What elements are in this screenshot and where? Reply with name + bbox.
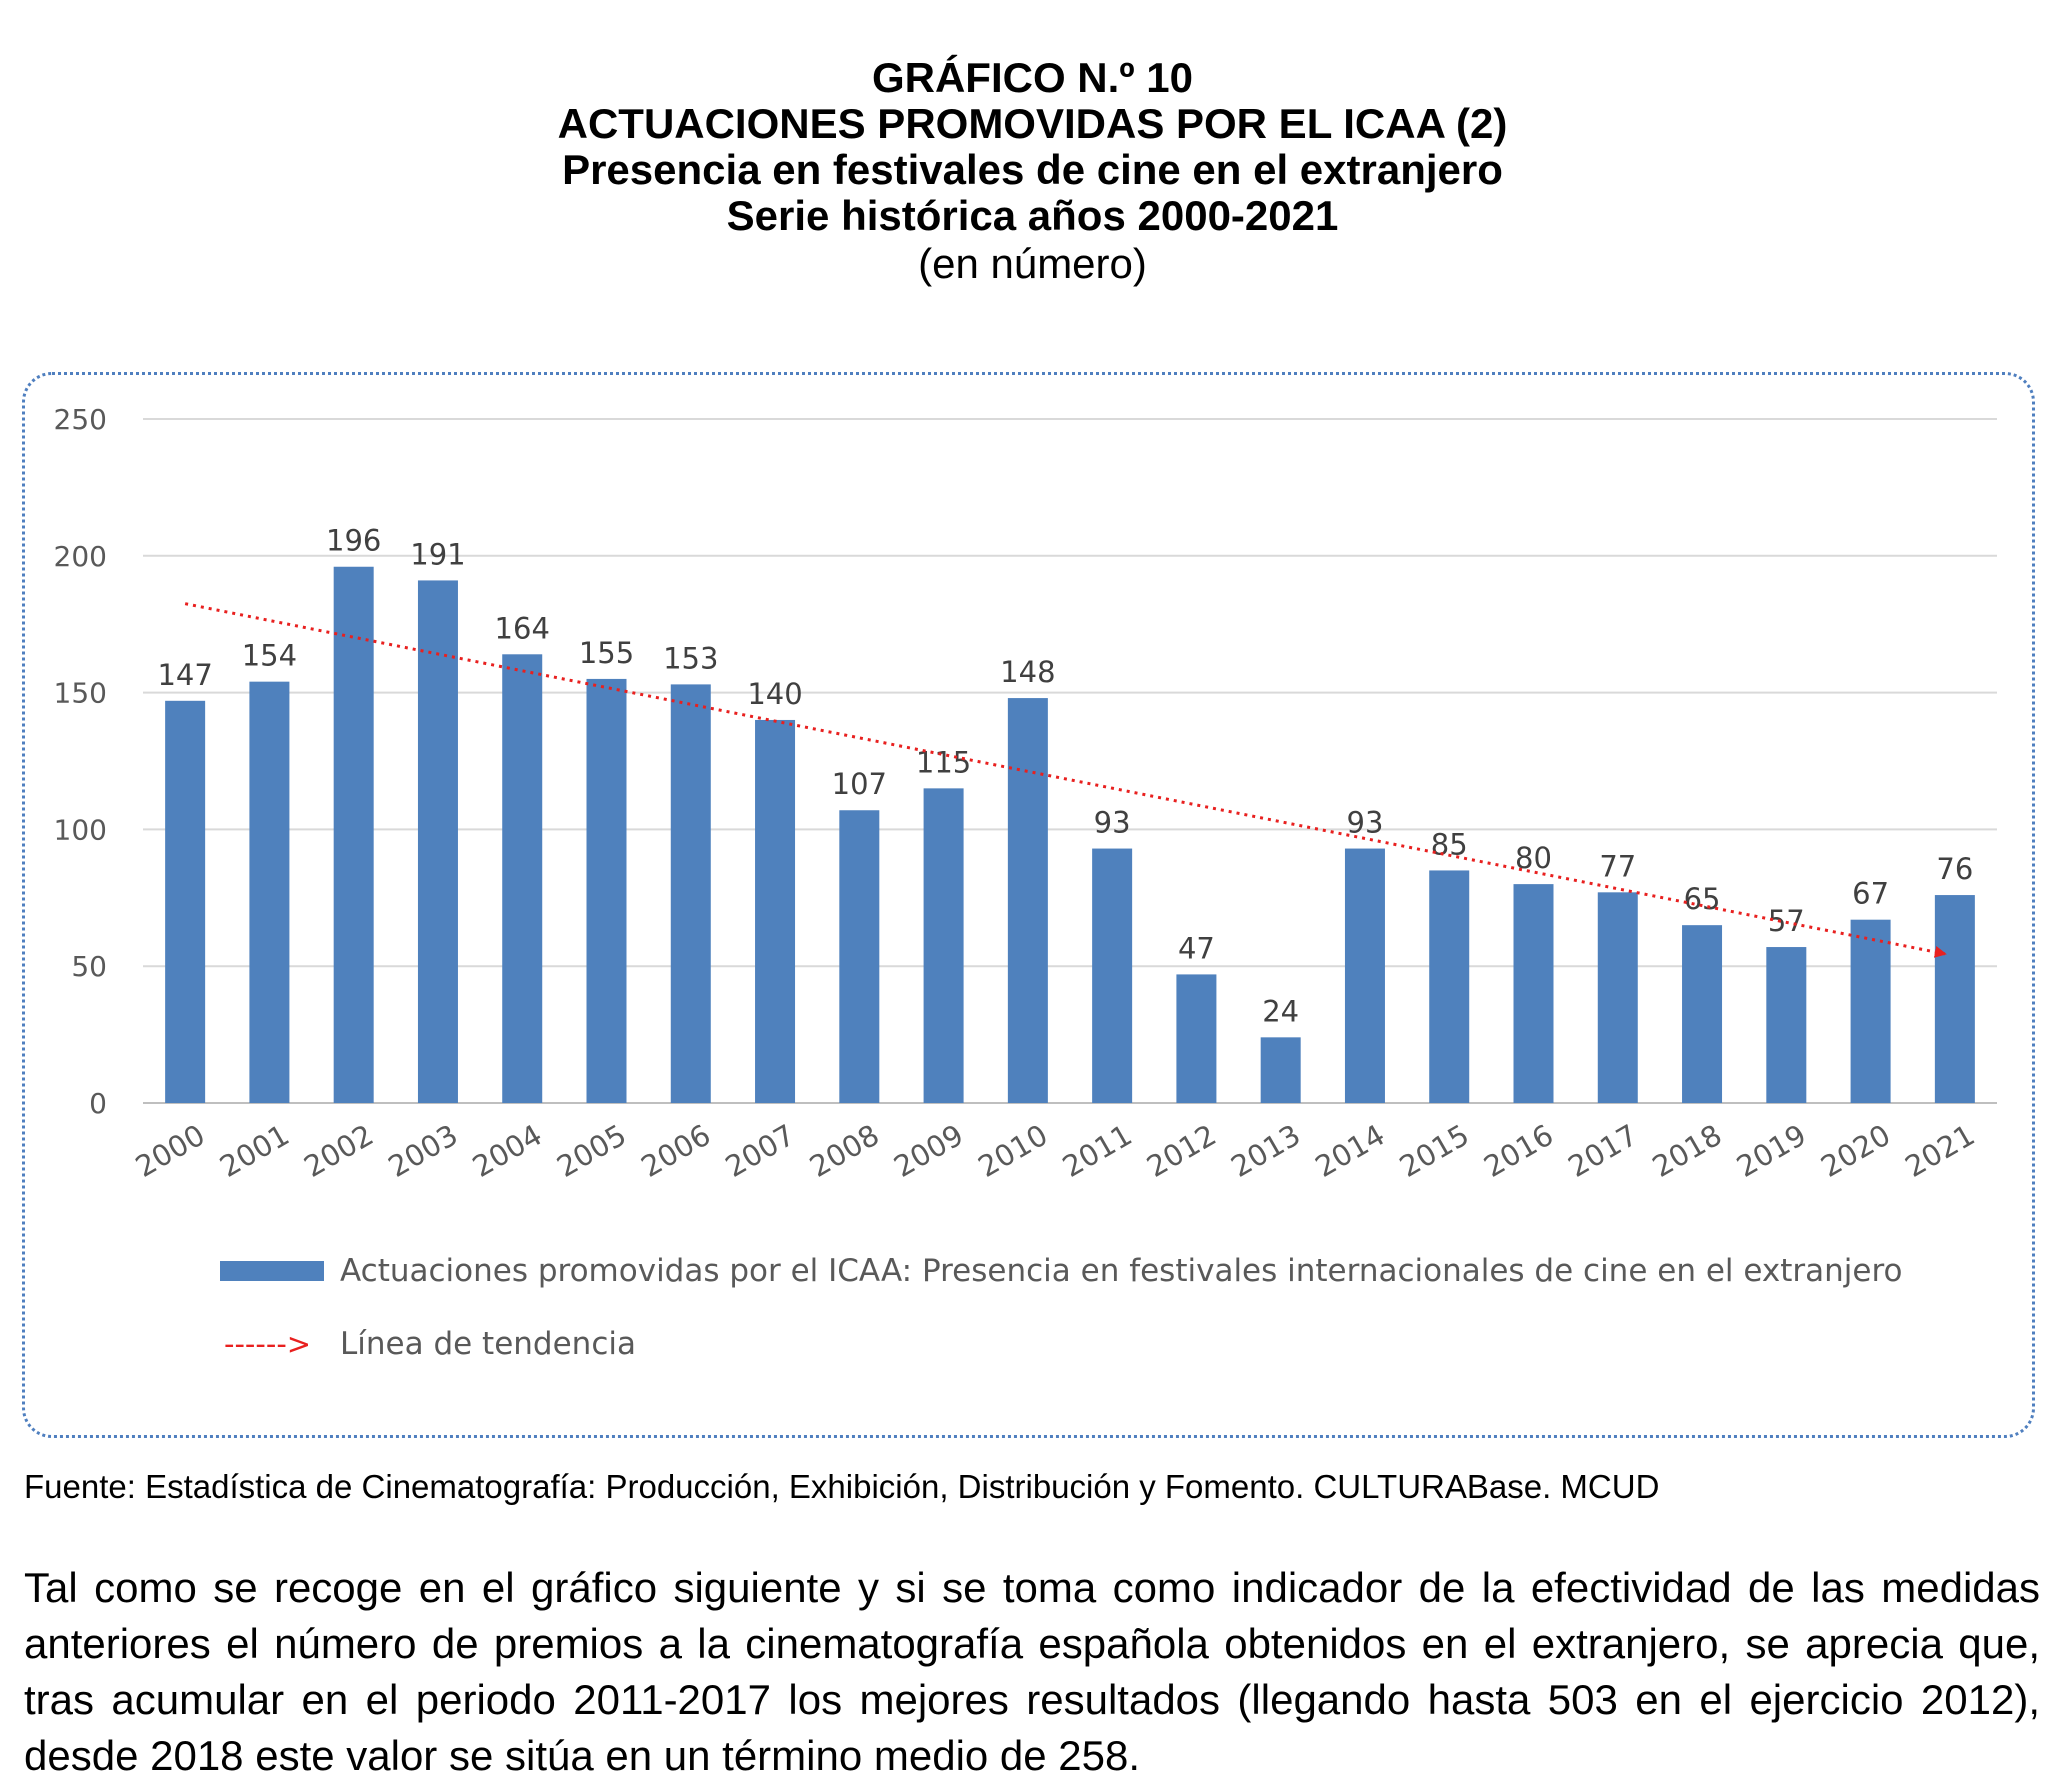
legend-swatch-trend: ------> xyxy=(224,1327,311,1361)
bar xyxy=(1513,884,1554,1103)
x-tick-label: 2004 xyxy=(467,1118,548,1184)
data-label: 153 xyxy=(663,641,718,675)
bar xyxy=(1597,892,1638,1103)
bars xyxy=(165,566,1975,1103)
data-label: 107 xyxy=(832,767,887,801)
x-tick-label: 2002 xyxy=(298,1118,379,1184)
data-label: 147 xyxy=(157,658,212,692)
chart-titles: GRÁFICO N.º 10 ACTUACIONES PROMOVIDAS PO… xyxy=(0,55,2065,289)
y-tick-label: 0 xyxy=(89,1087,107,1120)
chart-subtitle: Presencia en festivales de cine en el ex… xyxy=(562,146,1503,193)
bar xyxy=(333,566,374,1103)
bar xyxy=(249,681,290,1103)
legend-label-trend: Línea de tendencia xyxy=(340,1326,636,1362)
data-label: 164 xyxy=(495,611,550,645)
x-tick-label: 2011 xyxy=(1057,1118,1138,1184)
bar xyxy=(1092,848,1133,1103)
y-tick-label: 200 xyxy=(54,540,107,573)
bar xyxy=(1429,870,1470,1103)
bar xyxy=(1850,919,1891,1103)
trendline-group xyxy=(184,602,1947,958)
source-note: Fuente: Estadística de Cinematografía: P… xyxy=(24,1468,1660,1505)
bar xyxy=(1007,698,1048,1103)
x-tick-label: 2015 xyxy=(1394,1118,1475,1184)
x-tick-label: 2007 xyxy=(720,1118,801,1184)
x-tick-label: 2005 xyxy=(551,1118,632,1184)
data-label: 155 xyxy=(579,636,634,670)
bar xyxy=(165,700,206,1103)
bar xyxy=(1934,895,1975,1103)
x-tick-label: 2003 xyxy=(383,1118,464,1184)
chart-number: GRÁFICO N.º 10 xyxy=(871,54,1194,101)
bar xyxy=(1260,1037,1301,1103)
x-tick-label: 2018 xyxy=(1647,1118,1728,1184)
legend: Actuaciones promovidas por el ICAA: Pres… xyxy=(220,1253,1903,1362)
data-label: 47 xyxy=(1178,931,1215,965)
bar xyxy=(1344,848,1385,1103)
bar xyxy=(839,810,880,1103)
y-tick-label: 50 xyxy=(71,950,107,983)
x-tick-label: 2001 xyxy=(214,1118,295,1184)
bar xyxy=(670,684,711,1103)
x-axis-ticks: 2000 2001 2002 2003 2004 2005 2006 2007 2008 2009… xyxy=(130,1118,1981,1184)
y-tick-label: 100 xyxy=(54,813,107,846)
y-tick-label: 150 xyxy=(54,677,107,710)
x-tick-label: 2020 xyxy=(1815,1118,1896,1184)
trendline xyxy=(184,602,1947,958)
chart-unit: (en número) xyxy=(918,240,1147,287)
x-tick-label: 2008 xyxy=(804,1118,885,1184)
data-label: 148 xyxy=(1000,655,1055,689)
x-tick-label: 2019 xyxy=(1731,1118,1812,1184)
x-tick-label: 2012 xyxy=(1141,1118,1222,1184)
bar xyxy=(1682,925,1723,1103)
data-label: 76 xyxy=(1936,852,1973,886)
x-tick-label: 2010 xyxy=(972,1118,1053,1184)
x-tick-label: 2000 xyxy=(130,1118,211,1184)
legend-swatch-bars xyxy=(220,1261,324,1281)
body-paragraph: Tal como se recoge en el gráfico siguien… xyxy=(24,1564,2040,1779)
x-tick-label: 2013 xyxy=(1225,1118,1306,1184)
data-label: 154 xyxy=(242,639,297,673)
data-label: 24 xyxy=(1262,994,1299,1028)
data-label: 93 xyxy=(1094,806,1131,840)
legend-label-bars: Actuaciones promovidas por el ICAA: Pres… xyxy=(340,1253,1903,1289)
bar xyxy=(502,654,543,1103)
bar xyxy=(755,719,796,1103)
data-label: 196 xyxy=(326,524,381,558)
x-tick-label: 2006 xyxy=(635,1118,716,1184)
bar xyxy=(417,580,458,1103)
data-label: 191 xyxy=(410,537,465,571)
data-label: 65 xyxy=(1684,882,1721,916)
bar xyxy=(586,678,627,1103)
bar xyxy=(1766,947,1807,1103)
x-tick-label: 2014 xyxy=(1310,1118,1391,1184)
chart-frame xyxy=(22,372,2035,1438)
chart-period: Serie histórica años 2000-2021 xyxy=(726,192,1339,239)
data-label: 77 xyxy=(1599,849,1636,883)
data-label: 93 xyxy=(1347,806,1384,840)
x-tick-label: 2009 xyxy=(888,1118,969,1184)
chart-title: ACTUACIONES PROMOVIDAS POR EL ICAA (2) xyxy=(557,100,1508,147)
y-axis-ticks: 0 50 100 150 200 250 xyxy=(54,403,107,1120)
data-label: 67 xyxy=(1852,877,1889,911)
data-label: 140 xyxy=(747,677,802,711)
bar xyxy=(923,788,964,1103)
x-tick-label: 2017 xyxy=(1562,1118,1643,1184)
y-tick-label: 250 xyxy=(54,403,107,436)
bar xyxy=(1176,974,1217,1103)
x-tick-label: 2016 xyxy=(1478,1118,1559,1184)
x-tick-label: 2021 xyxy=(1899,1118,1980,1184)
